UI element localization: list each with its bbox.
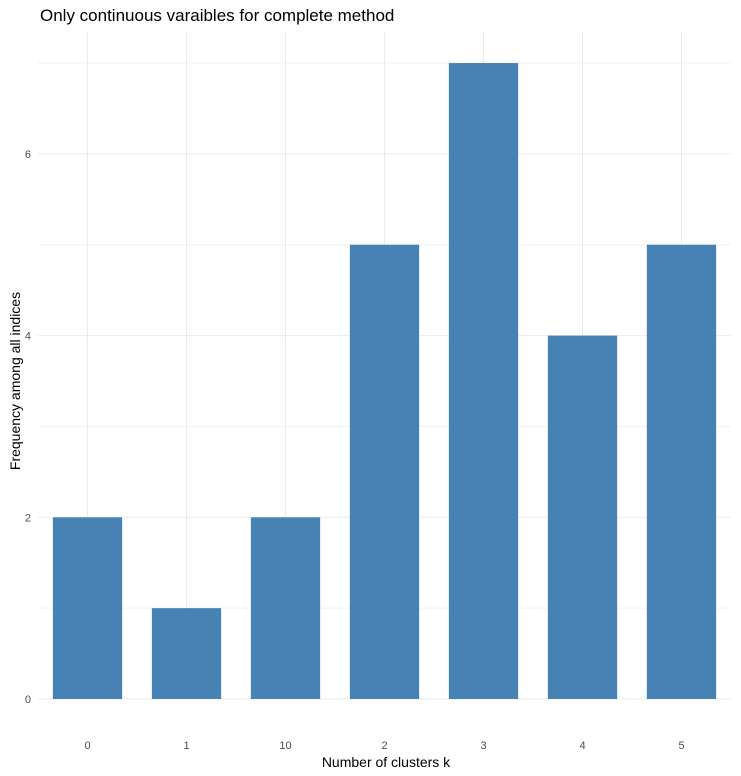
y-axis-label: Frequency among all indices [7, 292, 23, 470]
x-tick-label: 4 [579, 740, 585, 752]
x-tick-label: 1 [183, 740, 189, 752]
x-tick-label: 2 [381, 740, 387, 752]
bar [52, 517, 123, 699]
x-axis-label: Number of clusters k [322, 754, 451, 770]
tick-labels: 0 2 4 6 0 1 10 2 3 4 5 [25, 149, 685, 752]
x-tick-label: 5 [678, 740, 684, 752]
bar [646, 244, 717, 699]
y-tick-label: 6 [25, 149, 31, 161]
bars [52, 63, 717, 700]
y-tick-label: 2 [25, 512, 31, 524]
y-tick-label: 4 [25, 331, 31, 343]
bar [151, 608, 222, 699]
x-tick-label: 0 [84, 740, 90, 752]
bar [547, 335, 618, 699]
bar [250, 517, 321, 699]
bar [349, 244, 420, 699]
bar [448, 63, 519, 700]
chart-title: Only continuous varaibles for complete m… [40, 6, 395, 25]
y-tick-label: 0 [25, 694, 31, 706]
x-tick-label: 3 [480, 740, 486, 752]
x-tick-label: 10 [279, 740, 291, 752]
